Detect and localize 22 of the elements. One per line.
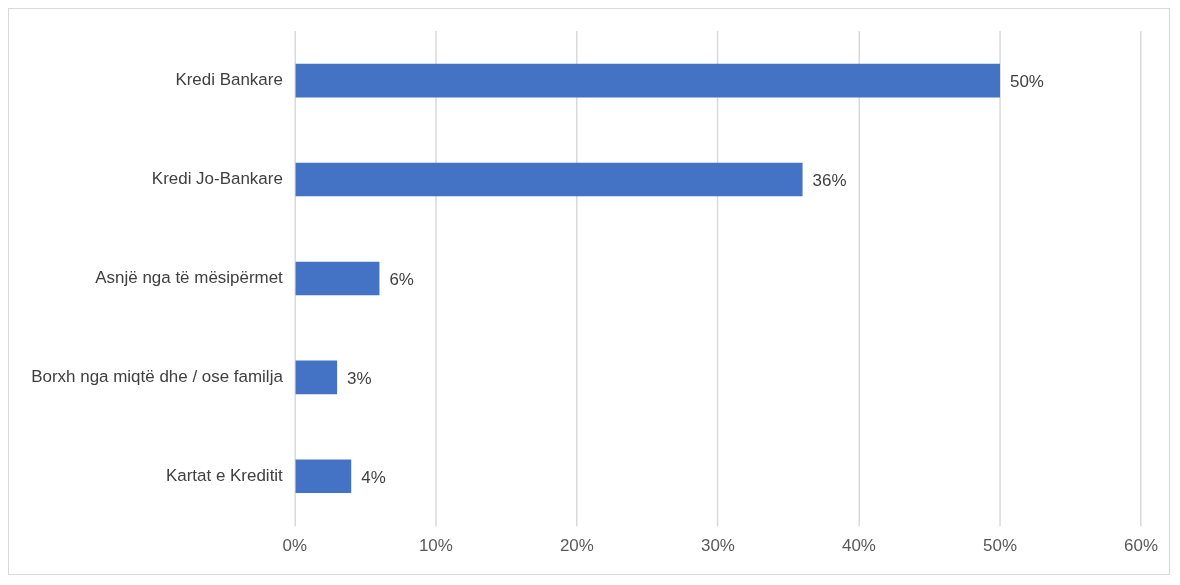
x-tick-label: 30% — [700, 535, 735, 555]
data-label: 4% — [361, 467, 386, 487]
bar — [295, 360, 338, 395]
x-tick-label: 40% — [842, 535, 876, 555]
x-tick-label: 50% — [983, 535, 1017, 555]
bar — [295, 261, 380, 296]
y-tick-label: Kredi Bankare — [175, 70, 283, 90]
x-tick-label: 20% — [559, 535, 594, 555]
y-tick-label: Borxh nga miqtë dhe / ose familja — [31, 367, 284, 387]
y-tick-label: Asnjë nga të mësipërmet — [95, 268, 284, 288]
data-label: 36% — [812, 171, 847, 191]
bar — [295, 162, 803, 197]
x-tick-label: 10% — [418, 535, 453, 555]
x-tick-label: 0% — [282, 535, 308, 555]
data-label: 50% — [1009, 72, 1044, 92]
bar — [295, 459, 352, 494]
y-tick-label: Kartat e Kreditit — [165, 465, 284, 485]
data-label: 6% — [389, 270, 414, 290]
y-tick-label: Kredi Jo-Bankare — [151, 169, 283, 189]
x-tick-label: 60% — [1124, 535, 1159, 555]
data-label: 3% — [347, 369, 372, 389]
bar — [295, 63, 1001, 98]
